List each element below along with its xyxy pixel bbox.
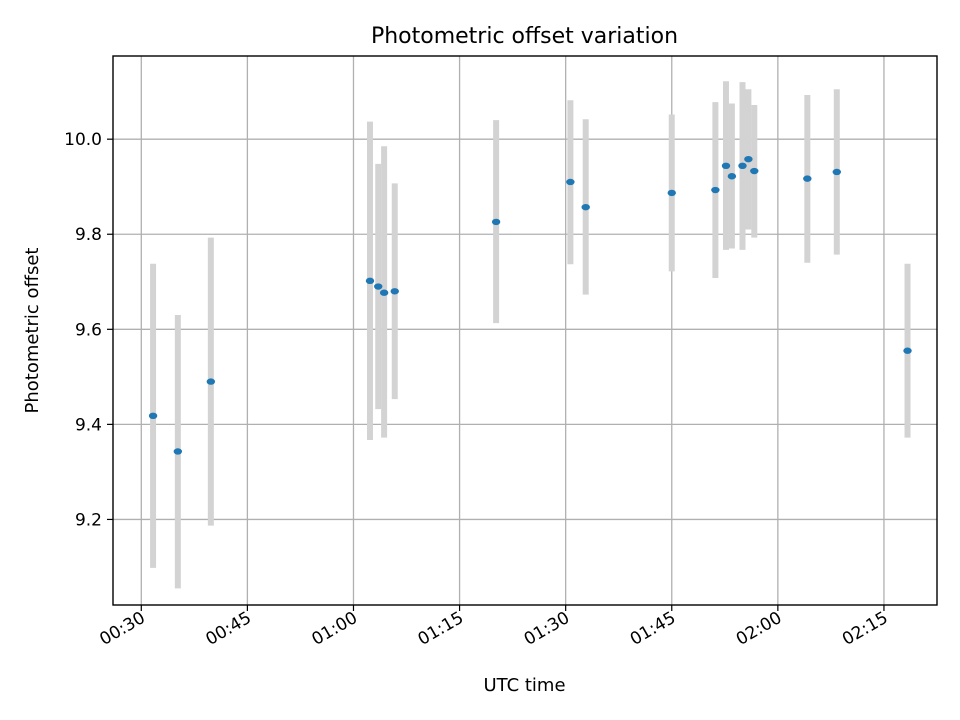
y-tick-label: 9.4 [75,415,102,435]
y-tick-label: 9.2 [75,510,102,530]
data-point [148,412,158,420]
data-point [491,218,501,226]
data-points [148,155,912,455]
data-point [206,378,216,385]
data-point [566,178,575,186]
data-point [744,155,753,163]
data-point [727,173,737,180]
data-point [365,277,375,285]
data-point [173,448,183,455]
x-axis-label: UTC time [483,675,565,696]
data-point [903,347,912,354]
plot-frame [112,55,938,606]
data-point [750,167,759,175]
y-axis-label: Photometric offset [22,248,43,414]
data-point [803,175,812,182]
data-point [374,283,383,290]
data-point [390,288,399,295]
data-point [832,168,841,176]
chart-title: Photometric offset variation [371,24,678,49]
y-tick-label: 10.0 [64,130,102,150]
data-point [711,186,720,194]
data-point [721,162,731,169]
y-tick-label: 9.8 [75,225,102,245]
data-point [581,203,590,211]
y-tick-label: 9.6 [75,320,102,340]
data-point [379,289,389,296]
data-point [667,189,676,197]
data-point [738,162,747,169]
